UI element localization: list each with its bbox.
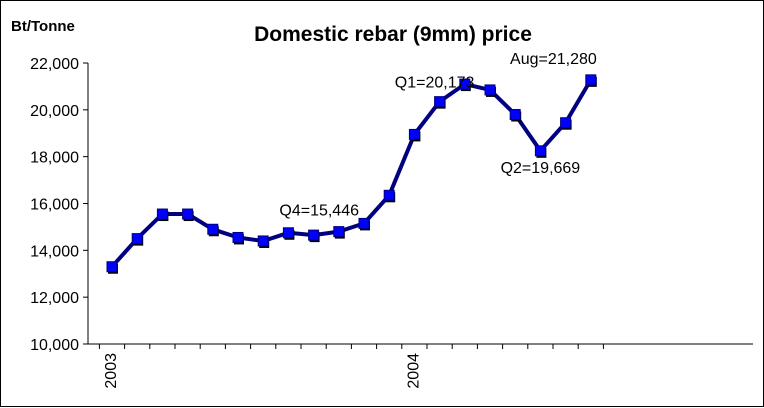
data-point	[358, 217, 370, 231]
annotation-label: Q4=15,446	[279, 202, 359, 219]
data-point-marker	[509, 109, 521, 121]
data-point-marker	[459, 78, 471, 90]
data-point	[232, 231, 244, 245]
data-point	[282, 227, 295, 240]
data-point	[383, 189, 396, 203]
x-tick-label: 2003	[103, 353, 120, 389]
data-point	[333, 226, 345, 239]
data-point	[182, 208, 194, 222]
data-point	[106, 261, 118, 274]
x-tick-label: 2004	[405, 353, 422, 389]
y-axis-label: Bt/Tonne	[11, 18, 75, 35]
data-point-marker	[182, 208, 194, 220]
data-point	[207, 223, 219, 237]
y-tick-label: 10,000	[30, 337, 79, 354]
data-point	[156, 208, 169, 222]
y-tick-label: 22,000	[30, 56, 79, 73]
y-tick-label: 16,000	[30, 197, 79, 214]
data-point	[585, 74, 597, 87]
data-point	[131, 233, 144, 246]
data-point-marker	[585, 74, 597, 86]
data-point	[459, 78, 471, 92]
data-point	[534, 145, 547, 158]
data-point-marker	[534, 145, 546, 157]
data-point	[308, 229, 320, 243]
x-axis-ticks: 2003 2004	[98, 344, 604, 389]
data-point	[257, 235, 270, 248]
chart-title: Domestic rebar (9mm) price	[254, 23, 532, 46]
y-axis-ticks: 10,000 12,000 14,000 16,000 18,000 20,000 22,0…	[30, 56, 88, 354]
y-tick-label: 14,000	[30, 243, 79, 260]
data-point	[408, 128, 421, 142]
data-point-marker	[560, 117, 572, 129]
annotation-label: Q1=20,173	[395, 75, 475, 92]
data-point	[560, 117, 572, 130]
annotation-label: Q2=19,669	[501, 160, 581, 177]
data-point-marker	[408, 128, 420, 140]
data-point-marker	[257, 235, 269, 247]
y-tick-label: 20,000	[30, 103, 79, 120]
data-point	[484, 84, 496, 97]
series-markers	[106, 74, 597, 274]
data-point-marker	[308, 229, 320, 241]
data-point-marker	[333, 226, 345, 238]
data-point-marker	[282, 227, 294, 239]
data-point-marker	[383, 189, 395, 201]
y-tick-label: 12,000	[30, 290, 79, 307]
data-point-marker	[207, 223, 219, 235]
data-point-marker	[156, 208, 168, 220]
data-point-marker	[232, 231, 244, 243]
y-tick-label: 18,000	[30, 150, 79, 167]
annotations: Q4=15,446 Q1=20,173 Q2=19,669 Aug=21,280	[279, 51, 597, 220]
annotation-label: Aug=21,280	[510, 51, 597, 68]
data-point-marker	[484, 84, 496, 96]
data-point-marker	[131, 233, 143, 245]
axes	[87, 63, 753, 345]
data-point-marker	[434, 96, 446, 108]
data-point	[434, 96, 446, 109]
data-point-marker	[106, 261, 118, 273]
data-point	[509, 109, 522, 122]
data-point-marker	[358, 217, 370, 229]
